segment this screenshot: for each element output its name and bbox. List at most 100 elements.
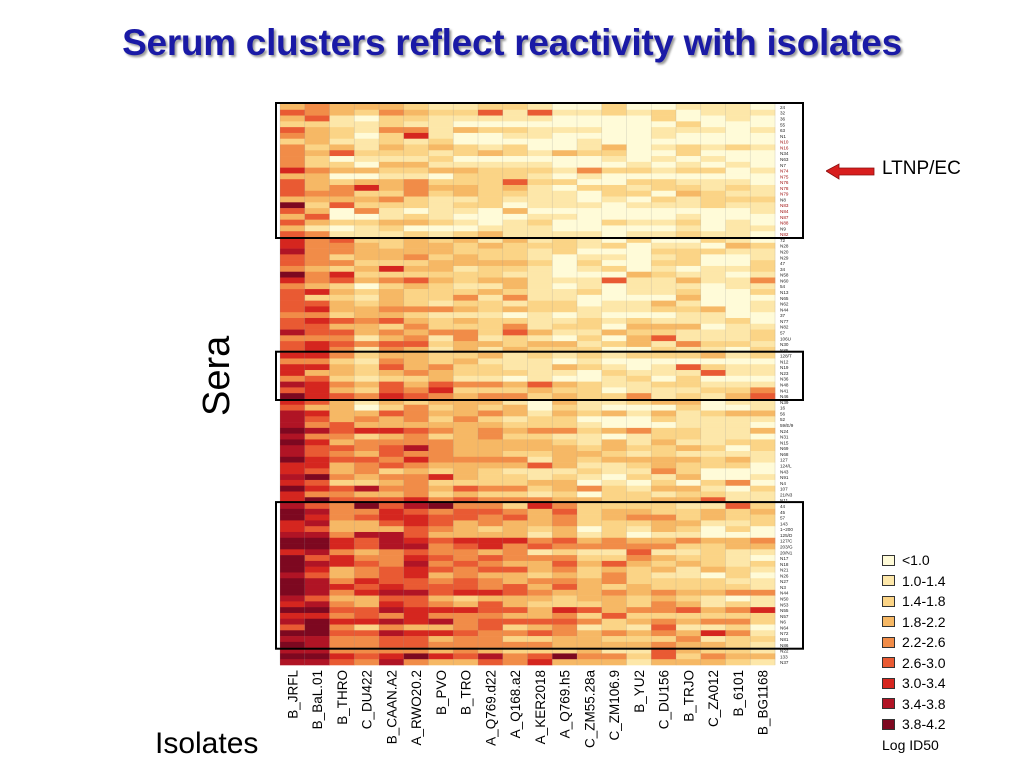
heatmap-cell xyxy=(304,248,330,255)
heatmap-cell xyxy=(700,566,726,573)
heatmap-cell xyxy=(725,121,751,128)
heatmap-cell xyxy=(601,474,627,481)
heatmap-cell xyxy=(354,520,380,527)
heatmap-cell xyxy=(577,410,603,417)
heatmap-cell xyxy=(577,352,603,359)
row-label: N36 xyxy=(780,377,789,382)
column-label: C_DU156 xyxy=(657,670,672,729)
heatmap-cell xyxy=(304,225,330,232)
heatmap-cell xyxy=(725,647,751,654)
heatmap-cell xyxy=(626,127,652,134)
heatmap-cell xyxy=(626,491,652,498)
row-label: 143 xyxy=(780,521,788,526)
heatmap-cell xyxy=(725,468,751,475)
row-label: N3 xyxy=(780,585,786,590)
heatmap-cell xyxy=(304,630,330,637)
heatmap-cell xyxy=(700,248,726,255)
heatmap-cell xyxy=(502,346,528,353)
heatmap-cell xyxy=(750,381,776,388)
heatmap-cell xyxy=(280,624,306,631)
heatmap-cell xyxy=(750,202,776,209)
heatmap-cell xyxy=(354,526,380,533)
heatmap-cell xyxy=(502,312,528,319)
heatmap-cell xyxy=(329,491,355,498)
heatmap-cell xyxy=(453,109,479,116)
heatmap-cell xyxy=(651,364,677,371)
heatmap-cell xyxy=(403,283,429,290)
heatmap-cell xyxy=(527,433,553,440)
heatmap-cell xyxy=(403,289,429,296)
heatmap-cell xyxy=(725,312,751,319)
heatmap-cell xyxy=(428,138,454,145)
heatmap-cell xyxy=(280,451,306,458)
heatmap-cell xyxy=(750,104,776,111)
heatmap-cell xyxy=(453,213,479,220)
heatmap-cell xyxy=(304,335,330,342)
heatmap-cell xyxy=(428,242,454,249)
heatmap-cell xyxy=(354,560,380,567)
heatmap-cell xyxy=(280,202,306,209)
row-label: N44 xyxy=(780,591,789,596)
heatmap-cell xyxy=(750,485,776,492)
heatmap-cell xyxy=(329,173,355,180)
heatmap-cell xyxy=(329,323,355,330)
row-label: N1 xyxy=(780,134,786,139)
heatmap-cell xyxy=(428,248,454,255)
heatmap-cell xyxy=(502,329,528,336)
heatmap-cell xyxy=(478,531,504,539)
heatmap-cell xyxy=(502,260,528,267)
heatmap-cell xyxy=(651,624,677,631)
heatmap-cell xyxy=(601,277,627,284)
slide-title: Serum clusters reflect reactivity with i… xyxy=(122,22,902,63)
heatmap-cell xyxy=(280,647,306,654)
heatmap-cell xyxy=(428,491,454,498)
heatmap-cell xyxy=(676,589,702,596)
heatmap-cell xyxy=(750,607,776,614)
heatmap-cell xyxy=(403,277,429,284)
heatmap-cell xyxy=(329,341,355,348)
heatmap-cell xyxy=(403,433,429,440)
heatmap-cell xyxy=(304,294,330,301)
heatmap-cell xyxy=(304,109,330,116)
heatmap-cell xyxy=(502,323,528,330)
heatmap-cell xyxy=(354,156,380,163)
row-label: N20 xyxy=(780,250,789,255)
heatmap-cell xyxy=(676,190,702,197)
heatmap-cell xyxy=(700,202,726,209)
heatmap-cell xyxy=(700,271,726,278)
heatmap-cell xyxy=(428,451,454,458)
row-label: N76 xyxy=(780,180,789,185)
heatmap-cell xyxy=(379,196,405,203)
heatmap-cell xyxy=(676,636,702,643)
heatmap-cell xyxy=(329,659,355,666)
heatmap-cell xyxy=(700,514,726,521)
heatmap-cell xyxy=(403,508,429,515)
heatmap-cell xyxy=(577,497,603,504)
heatmap-cell xyxy=(527,190,553,197)
heatmap-cell xyxy=(428,254,454,261)
heatmap-cell xyxy=(453,433,479,440)
heatmap-cell xyxy=(626,202,652,209)
heatmap-cell xyxy=(676,526,702,533)
heatmap-cell xyxy=(676,578,702,585)
heatmap-cell xyxy=(354,127,380,134)
heatmap-cell xyxy=(750,508,776,515)
heatmap-cell xyxy=(280,219,306,226)
heatmap-cell xyxy=(329,393,355,400)
heatmap-cell xyxy=(552,416,578,423)
heatmap-cell xyxy=(453,352,479,359)
heatmap-cell xyxy=(601,497,627,504)
heatmap-cell xyxy=(577,503,603,510)
heatmap-cell xyxy=(750,219,776,226)
heatmap-cell xyxy=(577,115,603,122)
heatmap-cell xyxy=(453,560,479,567)
row-label: N48 xyxy=(780,383,789,388)
heatmap-cell xyxy=(626,531,652,539)
heatmap-cell xyxy=(750,410,776,417)
heatmap-cell xyxy=(626,422,652,429)
heatmap-cell xyxy=(502,607,528,614)
heatmap-cell xyxy=(577,231,603,238)
heatmap-cell xyxy=(403,104,429,111)
heatmap-cell xyxy=(527,537,553,544)
heatmap-cell xyxy=(403,589,429,596)
